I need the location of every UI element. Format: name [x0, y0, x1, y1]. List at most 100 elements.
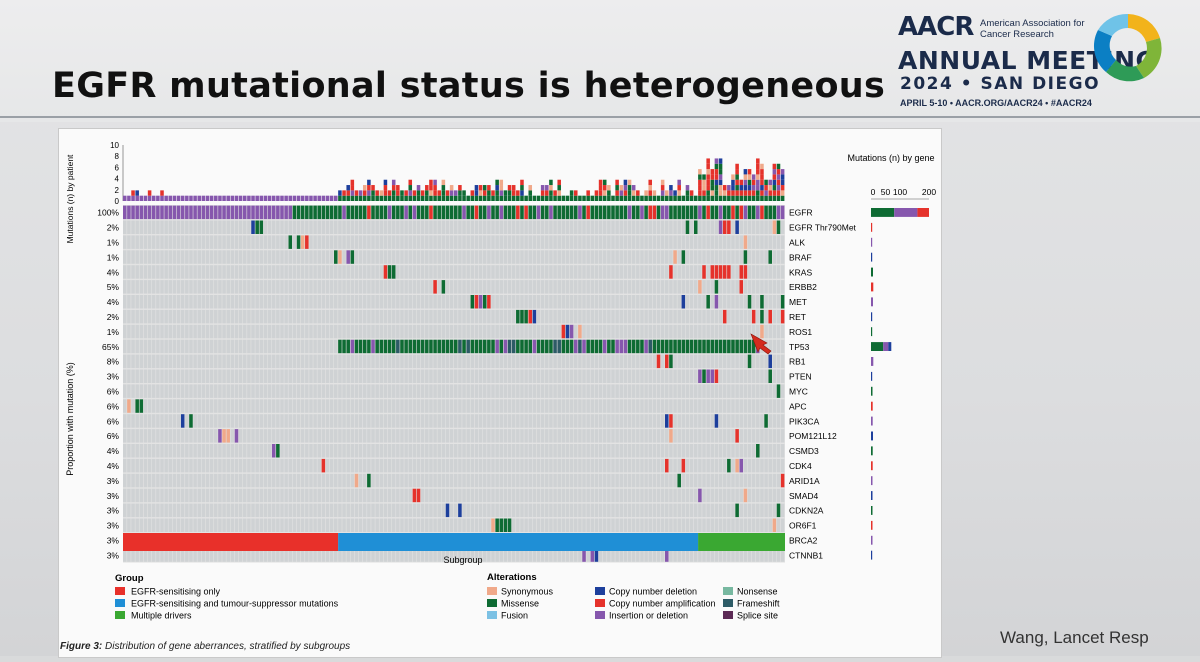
grid-cell	[420, 399, 425, 413]
grid-cell	[532, 250, 537, 264]
grid-cell	[317, 384, 321, 398]
top-bar-segment	[739, 179, 744, 186]
grid-cell	[731, 503, 735, 518]
grid-cell	[267, 458, 272, 473]
top-bar-segment	[747, 174, 752, 180]
grid-cell	[404, 220, 408, 234]
grid-cell	[172, 488, 177, 503]
grid-cell	[292, 295, 297, 309]
grid-cell	[342, 354, 346, 369]
grid-cell	[619, 429, 624, 443]
grid-cell	[276, 503, 280, 518]
grid-cell	[582, 384, 586, 398]
grid-cell	[449, 324, 454, 339]
grid-cell	[714, 384, 719, 398]
grid-cell	[673, 324, 677, 339]
top-tick-label: 2	[115, 186, 120, 195]
grid-cell	[193, 324, 197, 339]
grid-cell	[230, 205, 235, 220]
grid-cell	[375, 488, 379, 503]
grid-cell	[139, 399, 144, 413]
grid-cell	[185, 488, 189, 503]
grid-cell	[751, 414, 756, 428]
top-bar-segment	[371, 185, 375, 191]
grid-cell	[284, 339, 288, 354]
grid-cell	[180, 205, 185, 220]
grid-cell	[325, 324, 330, 339]
grid-cell	[317, 280, 321, 294]
grid-cell	[673, 414, 677, 428]
grid-cell	[760, 444, 764, 458]
grid-cell	[151, 429, 156, 443]
grid-cell	[491, 444, 495, 458]
grid-cell	[300, 429, 305, 443]
grid-cell	[615, 399, 619, 413]
grid-cell	[685, 518, 690, 532]
top-bar-segment	[367, 195, 371, 201]
grid-cell	[681, 458, 686, 473]
grid-cell	[367, 220, 371, 234]
grid-cell	[230, 295, 235, 309]
grid-cell	[722, 503, 727, 518]
grid-cell	[516, 354, 520, 369]
right-bar-segment	[917, 208, 929, 217]
grid-cell	[160, 295, 164, 309]
grid-cell	[172, 369, 177, 383]
grid-cell	[176, 384, 181, 398]
grid-cell	[553, 265, 557, 279]
grid-cell	[176, 354, 181, 369]
grid-cell	[751, 444, 756, 458]
grid-cell	[300, 444, 305, 458]
grid-cell	[540, 250, 545, 264]
grid-cell	[607, 458, 611, 473]
grid-cell	[590, 220, 595, 234]
grid-cell	[123, 429, 127, 443]
grid-cell	[284, 384, 288, 398]
grid-cell	[594, 384, 599, 398]
grid-cell	[466, 369, 470, 383]
grid-cell	[528, 295, 533, 309]
grid-cell	[292, 280, 297, 294]
grid-cell	[238, 548, 243, 562]
grid-cell	[267, 354, 272, 369]
grid-cell	[255, 548, 259, 562]
grid-cell	[586, 235, 590, 249]
grid-cell	[714, 205, 719, 220]
grid-cell	[201, 295, 206, 309]
grid-cell	[139, 429, 144, 443]
grid-cell	[524, 250, 528, 264]
grid-cell	[271, 339, 276, 354]
grid-cell	[598, 414, 603, 428]
grid-cell	[251, 384, 255, 398]
top-bar-segment	[437, 195, 441, 201]
grid-cell	[677, 309, 681, 324]
top-bar-segment	[445, 195, 450, 201]
grid-cell	[776, 295, 781, 309]
grid-cell	[607, 354, 611, 369]
grid-cell	[677, 354, 681, 369]
grid-cell	[358, 309, 363, 324]
top-bar-segment	[731, 174, 735, 180]
grid-cell	[222, 309, 226, 324]
grid-cell	[462, 280, 466, 294]
grid-cell	[495, 414, 499, 428]
grid-cell	[706, 369, 710, 383]
grid-cell	[611, 458, 615, 473]
grid-cell	[636, 265, 640, 279]
grid-cell	[325, 235, 330, 249]
grid-cell	[503, 220, 508, 234]
grid-cell	[656, 414, 661, 428]
top-bar-segment	[714, 185, 719, 191]
grid-cell	[735, 548, 739, 562]
grid-cell	[743, 309, 748, 324]
grid-cell	[764, 399, 768, 413]
grid-cell	[702, 280, 706, 294]
grid-cell	[255, 309, 259, 324]
grid-cell	[358, 369, 363, 383]
top-bar-segment	[176, 195, 181, 201]
grid-cell	[321, 235, 326, 249]
grid-cell	[416, 369, 421, 383]
grid-cell	[371, 369, 375, 383]
grid-cell	[209, 354, 214, 369]
grid-cell	[739, 399, 744, 413]
